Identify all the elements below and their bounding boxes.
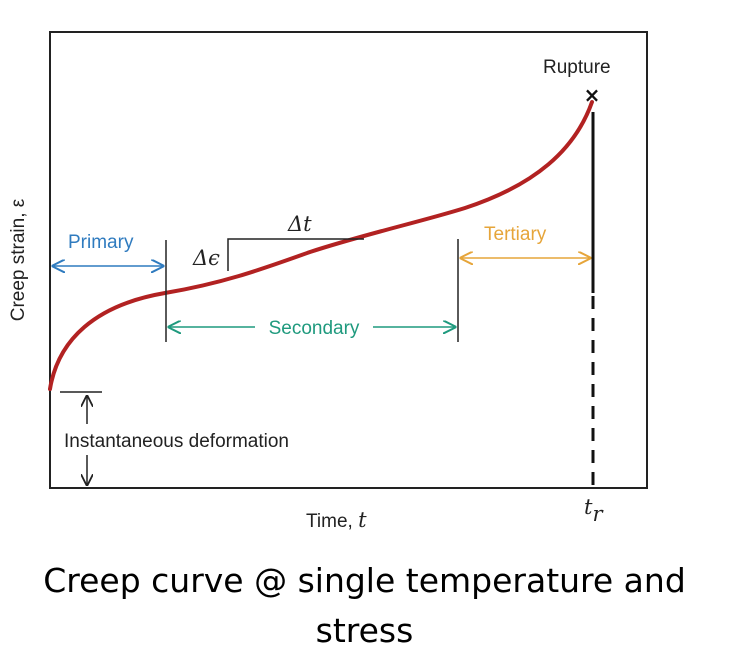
rupture-label: Rupture: [543, 57, 611, 78]
instantaneous-label: Instantaneous deformation: [64, 431, 289, 452]
plot-frame: [49, 31, 648, 489]
creep-curve-figure: Creep strain, ε Time, t tr × Rupture Pri…: [8, 31, 648, 532]
secondary-label: Secondary: [269, 318, 360, 339]
x-axis-label: Time, t: [306, 508, 367, 532]
delta-t-label: Δt: [287, 212, 312, 236]
y-axis-label: Creep strain, ε: [8, 198, 29, 321]
primary-label: Primary: [68, 232, 134, 253]
slope-triangle: [227, 238, 364, 271]
rupture-time-label: tr: [584, 495, 604, 526]
rupture-x-marker: ×: [584, 83, 601, 107]
creep-curve: [48, 100, 594, 391]
delta-epsilon-label: Δϵ: [192, 246, 220, 270]
caption: Creep curve @ single temperature and str…: [43, 561, 686, 650]
tertiary-label: Tertiary: [484, 224, 547, 245]
